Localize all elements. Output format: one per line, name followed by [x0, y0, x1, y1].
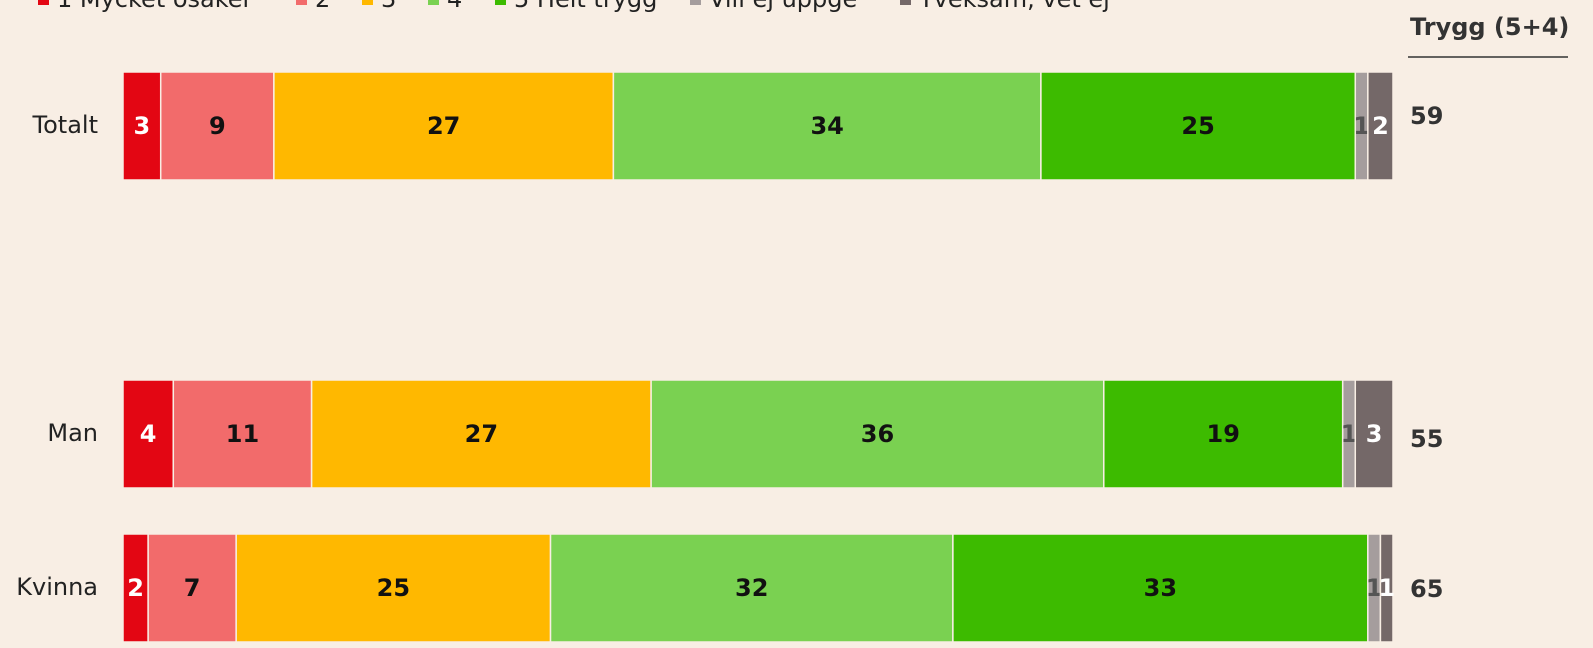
legend-swatch — [690, 0, 701, 5]
legend-label: 3 — [381, 0, 396, 13]
data-label: 2 — [1372, 112, 1389, 140]
bar-segment — [159, 71, 275, 181]
data-label: 7 — [184, 574, 201, 602]
bar-segment — [1354, 379, 1394, 489]
legend-label: 2 — [315, 0, 330, 13]
legend-swatch — [296, 0, 307, 5]
data-label: 36 — [861, 420, 894, 448]
bar-segment — [172, 379, 313, 489]
data-label: 1 — [1353, 112, 1370, 140]
data-label: 1 — [1341, 420, 1358, 448]
bar-segment — [1040, 71, 1357, 181]
data-label: 25 — [1181, 112, 1214, 140]
y-tick-label: Totalt — [32, 111, 98, 139]
data-label: 2 — [127, 574, 144, 602]
bar-segment — [1103, 379, 1344, 489]
y-tick-label: Man — [47, 419, 98, 447]
bar-segment — [122, 71, 162, 181]
data-label: 25 — [377, 574, 410, 602]
bar-segment — [612, 71, 1042, 181]
data-label: 3 — [134, 112, 151, 140]
legend-label: Vill ej uppge — [709, 0, 857, 13]
bar-segment — [235, 533, 552, 643]
bar-segment — [650, 379, 1105, 489]
bar-segment — [273, 71, 615, 181]
data-label: 19 — [1207, 420, 1240, 448]
data-label: 33 — [1144, 574, 1177, 602]
bar-segment — [1367, 71, 1394, 181]
bar-segment — [147, 533, 237, 643]
data-label: 3 — [1366, 420, 1383, 448]
legend-swatch — [900, 0, 911, 5]
data-label: 11 — [226, 420, 259, 448]
y-tick-label: Kvinna — [16, 573, 98, 601]
bar-segment — [952, 533, 1369, 643]
side-column-value: 55 — [1410, 425, 1443, 453]
legend-swatch — [362, 0, 373, 5]
side-column-value: 65 — [1410, 575, 1443, 603]
data-label: 27 — [427, 112, 460, 140]
legend-swatch — [38, 0, 49, 5]
side-column-title: Trygg (5+4) — [1410, 13, 1569, 41]
bar-segment — [1379, 533, 1394, 643]
legend-label: 5 Helt trygg — [514, 0, 657, 13]
data-label: 32 — [735, 574, 768, 602]
data-label: 4 — [140, 420, 157, 448]
data-label: 1 — [1366, 574, 1383, 602]
legend-swatch — [495, 0, 506, 5]
data-label: 27 — [465, 420, 498, 448]
legend-label: 4 — [447, 0, 462, 13]
data-label: 9 — [209, 112, 226, 140]
data-label: 34 — [810, 112, 843, 140]
legend-label: 1 Mycket osäker — [57, 0, 253, 13]
data-label: 1 — [1378, 574, 1395, 602]
legend-swatch — [428, 0, 439, 5]
legend-label: Tveksam, vet ej — [918, 0, 1110, 13]
bar-segment — [549, 533, 954, 643]
side-column-value: 59 — [1410, 102, 1443, 130]
bar-segment — [122, 379, 175, 489]
